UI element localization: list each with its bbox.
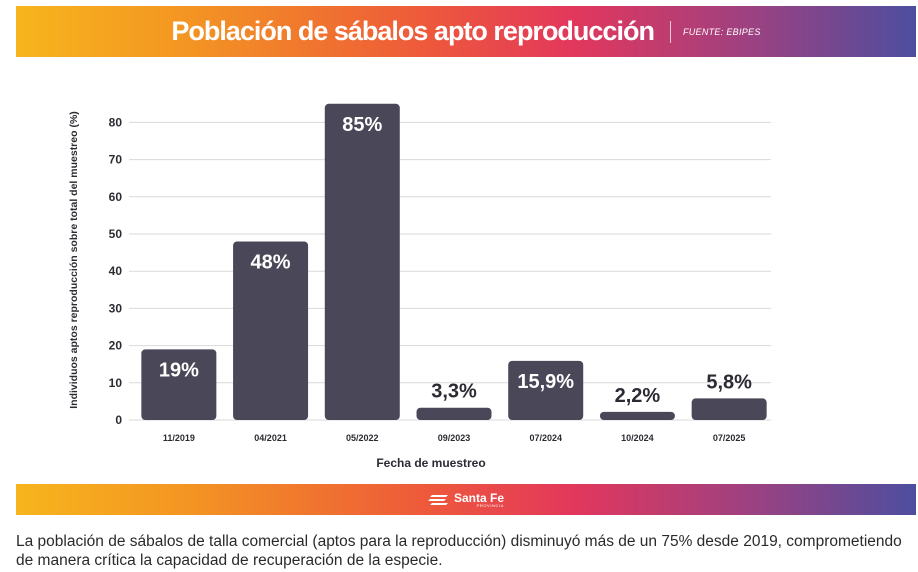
bar-value-label: 5,8% [706,371,752,393]
y-tick-label: 60 [109,190,123,204]
y-axis-title: Individuos aptos reproducción sobre tota… [68,111,80,409]
bar-value-label: 19% [159,359,199,381]
bar [599,411,675,420]
bar [233,241,309,420]
logo-name: Santa Fe [453,490,504,505]
x-tick-label: 11/2019 [163,433,195,443]
caption-text: La población de sábalos de talla comerci… [16,533,902,569]
santa-fe-logo: Santa Fe PROVINCIA [427,490,504,508]
y-tick-label: 20 [109,339,123,353]
bar [141,349,217,420]
bar-value-label: 3,3% [431,381,477,403]
logo-subtitle: PROVINCIA [476,502,504,508]
y-tick-label: 10 [109,376,123,390]
y-tick-label: 50 [109,227,123,241]
bar-value-label: 2,2% [615,385,661,407]
header-banner: Población de sábalos apto reproducción F… [16,6,916,57]
x-tick-label: 10/2024 [621,433,654,443]
header-divider [669,20,671,43]
x-tick-label: 05/2022 [346,433,379,443]
chart-title: Población de sábalos apto reproducción [171,16,655,46]
bar [416,407,492,420]
y-tick-label: 70 [109,153,123,167]
bar-value-label: 15,9% [517,371,574,393]
bar-value-label: 85% [342,114,382,136]
bar [691,398,767,420]
footer-banner: Santa Fe PROVINCIA [16,484,916,515]
x-tick-label: 04/2021 [254,433,287,443]
chart-area: 0 10 20 30 40 50 60 70 80 19% 11/2019 48% 04/2021 85%… [16,57,916,484]
bar-chart: 0 10 20 30 40 50 60 70 80 19% 11/2019 48% 04/2021 85%… [68,103,771,470]
bar-value-label: 48% [251,251,291,273]
source-label: FUENTE: EBIPES [682,26,761,37]
x-tick-label: 07/2024 [529,433,562,443]
y-tick-label: 30 [109,301,123,315]
santa-fe-logo-icon [427,494,448,505]
bar [324,103,400,421]
x-tick-label: 09/2023 [438,433,471,443]
y-tick-label: 80 [109,115,123,129]
x-tick-label: 07/2025 [713,433,746,443]
bar [508,360,584,420]
y-tick-label: 0 [115,413,122,427]
y-tick-label: 40 [109,264,123,278]
x-axis-title: Fecha de muestreo [376,456,485,470]
